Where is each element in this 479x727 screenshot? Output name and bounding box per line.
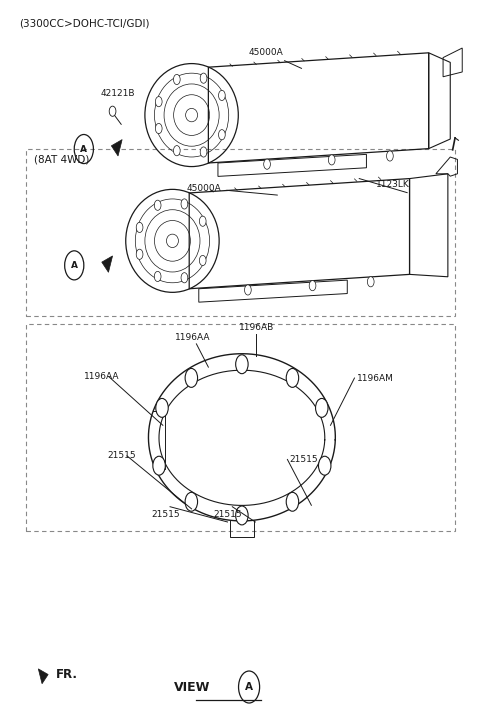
Circle shape	[286, 492, 299, 511]
Text: 1196AM: 1196AM	[357, 374, 394, 382]
Circle shape	[263, 159, 270, 169]
Circle shape	[154, 200, 161, 210]
Circle shape	[236, 506, 248, 525]
Text: 21515: 21515	[213, 510, 242, 519]
Text: 45000A: 45000A	[249, 48, 302, 68]
Circle shape	[244, 285, 251, 295]
Text: 21515: 21515	[290, 455, 319, 464]
Circle shape	[236, 355, 248, 374]
Circle shape	[316, 398, 328, 417]
Circle shape	[286, 369, 299, 387]
Text: 1196AA: 1196AA	[175, 333, 210, 342]
Circle shape	[153, 457, 165, 475]
Circle shape	[387, 151, 393, 161]
Circle shape	[319, 457, 331, 475]
Text: 21515: 21515	[108, 451, 137, 460]
Text: 21515: 21515	[151, 510, 180, 519]
Circle shape	[185, 369, 197, 387]
Text: VIEW: VIEW	[174, 680, 211, 694]
Circle shape	[173, 145, 180, 156]
Circle shape	[156, 398, 168, 417]
Text: (3300CC>DOHC-TCI/GDI): (3300CC>DOHC-TCI/GDI)	[19, 18, 149, 28]
Circle shape	[136, 222, 143, 233]
Circle shape	[155, 97, 162, 107]
Text: 1196AB: 1196AB	[239, 324, 274, 332]
Circle shape	[155, 124, 162, 134]
Circle shape	[200, 73, 207, 84]
Circle shape	[218, 129, 225, 140]
Circle shape	[154, 271, 161, 281]
Circle shape	[181, 199, 188, 209]
Text: A: A	[71, 261, 78, 270]
Polygon shape	[102, 256, 113, 273]
Polygon shape	[111, 140, 122, 156]
Text: 42121B: 42121B	[101, 89, 135, 98]
Text: A: A	[245, 682, 253, 692]
Circle shape	[199, 216, 206, 226]
Circle shape	[200, 147, 207, 157]
Text: FR.: FR.	[56, 668, 78, 681]
Text: A: A	[80, 145, 87, 153]
Polygon shape	[38, 669, 48, 684]
Circle shape	[328, 155, 335, 165]
Circle shape	[218, 90, 225, 100]
Circle shape	[185, 492, 197, 511]
Text: (8AT 4WD): (8AT 4WD)	[34, 155, 89, 165]
Text: 45000A: 45000A	[186, 184, 277, 195]
Text: 1123LK: 1123LK	[376, 180, 410, 189]
Circle shape	[367, 277, 374, 287]
Circle shape	[309, 281, 316, 291]
Text: 1196AA: 1196AA	[84, 372, 119, 381]
Circle shape	[136, 249, 143, 260]
Circle shape	[199, 255, 206, 265]
Circle shape	[173, 74, 180, 84]
Circle shape	[109, 106, 116, 116]
Circle shape	[181, 273, 188, 283]
